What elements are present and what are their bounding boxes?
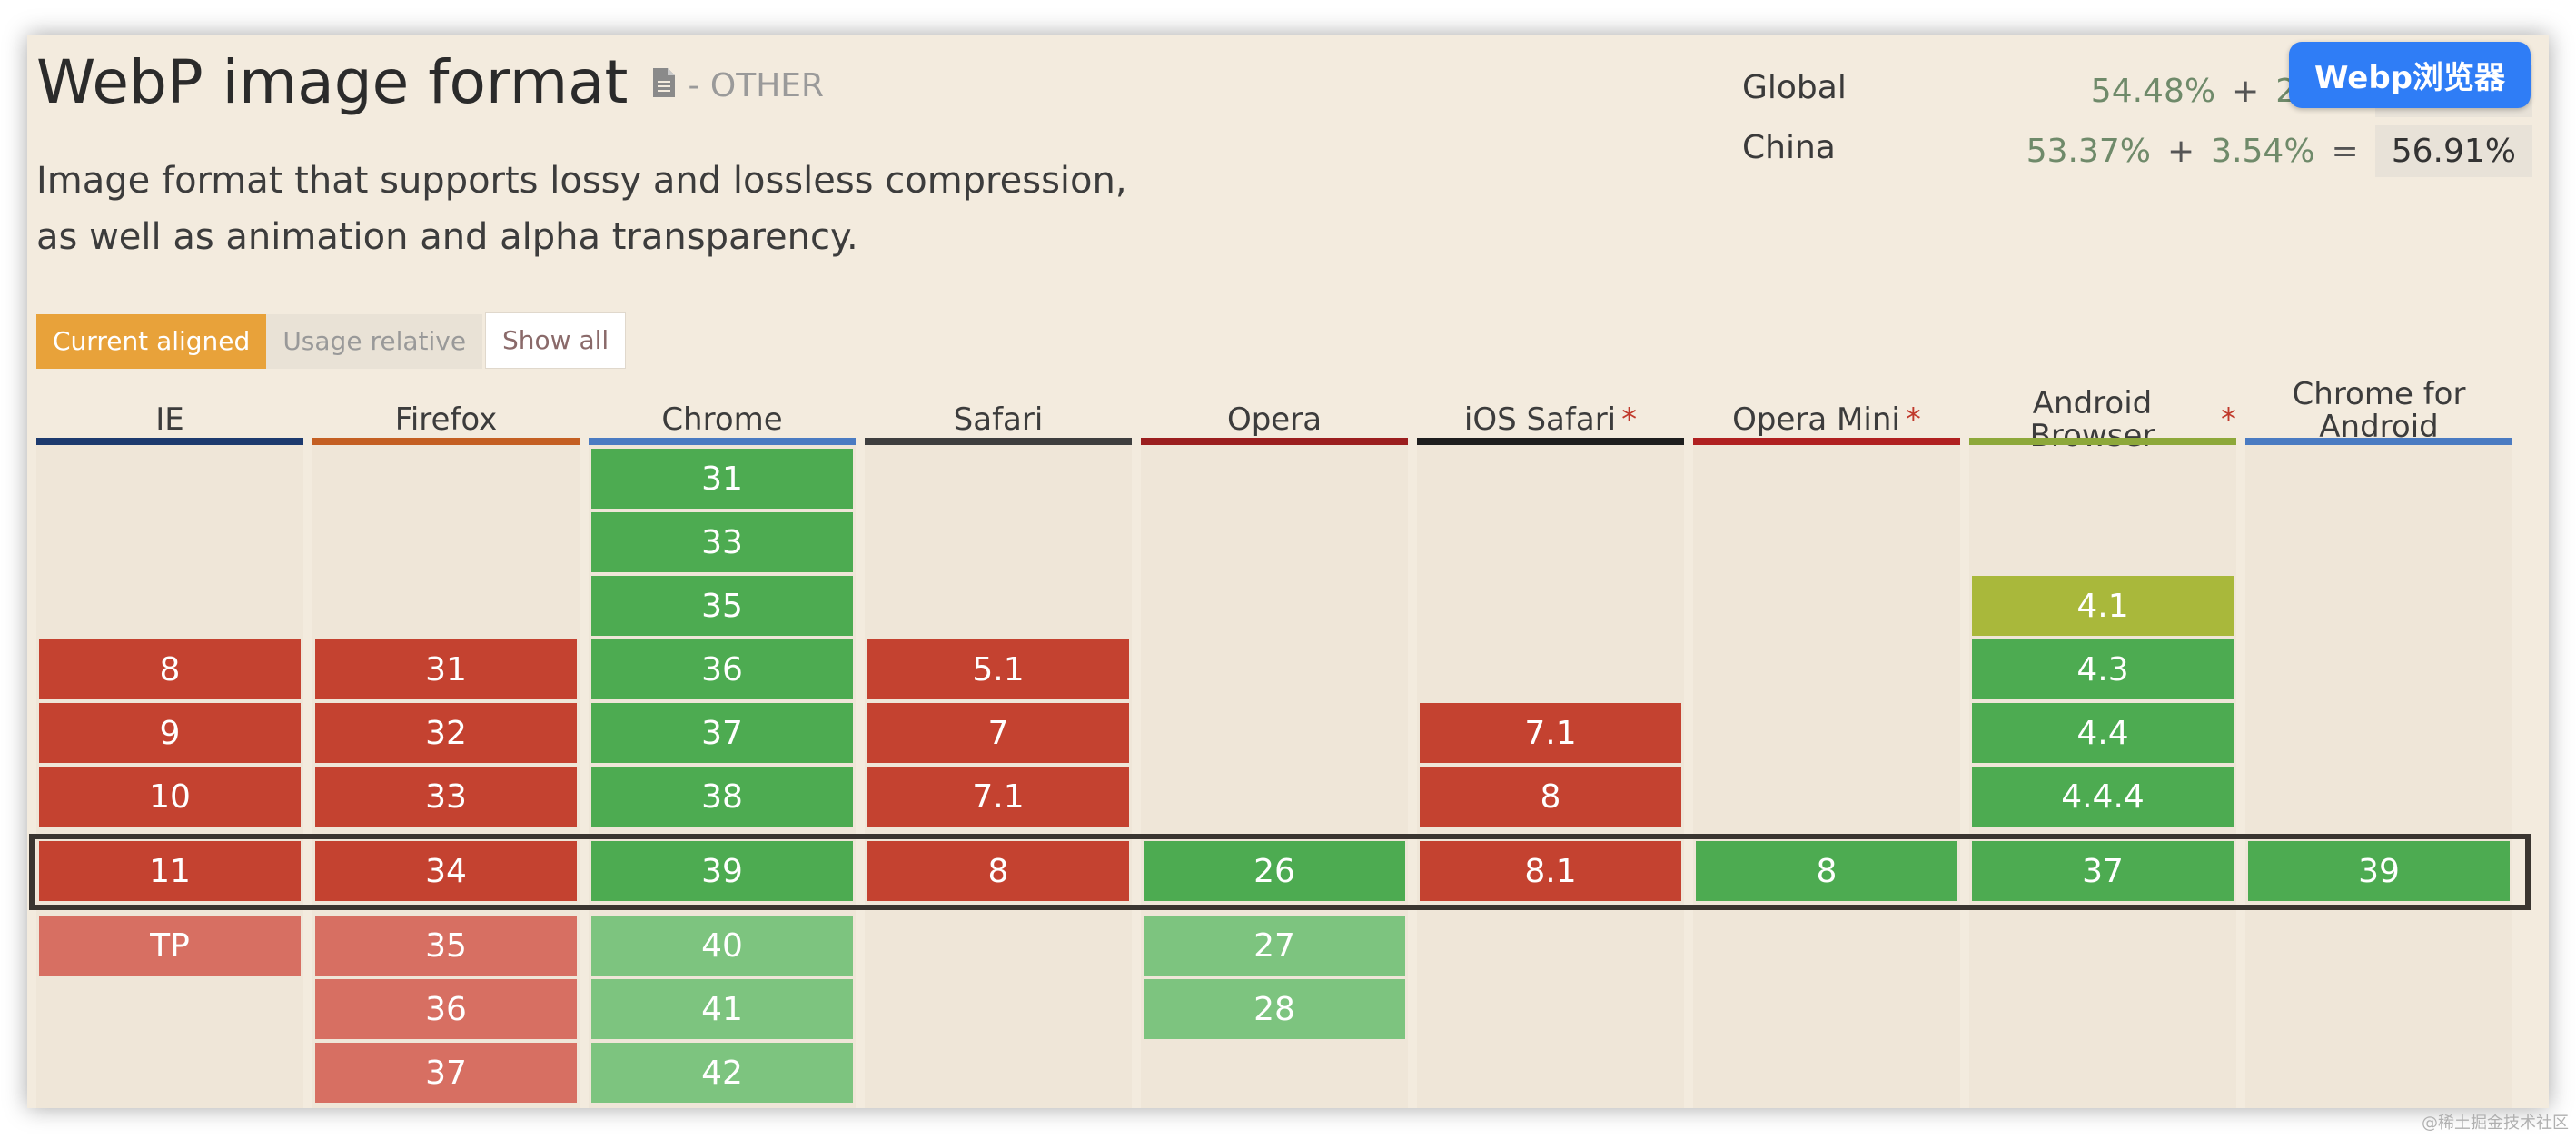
- usage-china-supported: 53.37%: [2026, 133, 2151, 170]
- version-cell-safari[interactable]: 5.1: [867, 639, 1129, 699]
- version-cell-firefox[interactable]: 35: [315, 916, 577, 976]
- version-cell-chrome[interactable]: 39: [591, 841, 853, 901]
- feature-category[interactable]: - OTHER: [688, 67, 825, 104]
- document-icon[interactable]: [651, 66, 677, 99]
- column-chrome-for-android: [2245, 445, 2512, 1108]
- browser-name: Opera Mini: [1732, 401, 1900, 438]
- version-cell-ie[interactable]: 11: [39, 841, 301, 901]
- page-title: WebP image format - OTHER: [36, 47, 824, 117]
- usage-global-plus: +: [2232, 73, 2260, 110]
- browser-name: Chrome for Android: [2292, 376, 2466, 445]
- version-cell-chrome[interactable]: 40: [591, 916, 853, 976]
- usage-relative-button[interactable]: Usage relative: [266, 314, 483, 369]
- feature-description: Image format that supports lossy and los…: [36, 160, 1127, 258]
- browser-name: Chrome: [661, 401, 783, 438]
- feature-title: WebP image format: [36, 47, 629, 117]
- version-cell-opera-mini[interactable]: 8: [1696, 841, 1957, 901]
- browser-header-chrome-for-android[interactable]: Chrome for Android: [2245, 374, 2512, 447]
- browser-color-bar-firefox: [312, 438, 580, 445]
- version-cell-android-browser[interactable]: 37: [1972, 841, 2234, 901]
- browser-name: Firefox: [394, 401, 498, 438]
- version-cell-ie[interactable]: TP: [39, 916, 301, 976]
- browser-color-bar-chrome: [589, 438, 856, 445]
- version-cell-firefox[interactable]: 34: [315, 841, 577, 901]
- usage-china-values: 53.37% + 3.54% = 56.91%: [2026, 125, 2532, 177]
- browser-name: Opera: [1226, 401, 1323, 438]
- usage-global-supported: 54.48%: [2090, 73, 2216, 110]
- version-cell-firefox[interactable]: 33: [315, 767, 577, 827]
- caniuse-feature-panel: WebP image format - OTHER Image format t…: [27, 35, 2549, 1108]
- usage-global-label: Global: [1742, 69, 1847, 106]
- version-cell-opera[interactable]: 28: [1144, 979, 1405, 1039]
- usage-china: China 53.37% + 3.54% = 56.91%: [1742, 120, 2541, 180]
- version-cell-chrome[interactable]: 41: [591, 979, 853, 1039]
- browser-color-bar-ie: [36, 438, 303, 445]
- browser-color-bar-safari: [865, 438, 1132, 445]
- version-cell-android-browser[interactable]: 4.1: [1972, 576, 2234, 636]
- version-cell-chrome[interactable]: 37: [591, 703, 853, 763]
- browser-name: Android Browser: [2029, 385, 2155, 454]
- browser-header-opera[interactable]: Opera: [1141, 383, 1408, 456]
- version-cell-ios-safari[interactable]: 7.1: [1420, 703, 1681, 763]
- browser-header-ios-safari[interactable]: iOS Safari *: [1417, 383, 1684, 456]
- browser-note-asterisk[interactable]: *: [1905, 401, 1921, 438]
- version-cell-firefox[interactable]: 32: [315, 703, 577, 763]
- version-cell-android-browser[interactable]: 4.3: [1972, 639, 2234, 699]
- version-cell-safari[interactable]: 8: [867, 841, 1129, 901]
- version-cell-chrome[interactable]: 42: [591, 1043, 853, 1103]
- webp-browser-badge: Webp浏览器: [2288, 42, 2531, 108]
- version-cell-chrome[interactable]: 33: [591, 512, 853, 572]
- current-version-row: [29, 834, 2531, 910]
- usage-china-label: China: [1742, 129, 1836, 166]
- version-cell-ios-safari[interactable]: 8.1: [1420, 841, 1681, 901]
- browser-color-bar-opera: [1141, 438, 1408, 445]
- browser-name: Safari: [953, 401, 1044, 438]
- version-cell-android-browser[interactable]: 4.4.4: [1972, 767, 2234, 827]
- browser-name: iOS Safari: [1463, 401, 1617, 438]
- current-aligned-button[interactable]: Current aligned: [36, 314, 267, 369]
- version-cell-safari[interactable]: 7: [867, 703, 1129, 763]
- version-cell-chrome[interactable]: 35: [591, 576, 853, 636]
- version-cell-firefox[interactable]: 31: [315, 639, 577, 699]
- usage-china-total: 56.91%: [2374, 125, 2532, 177]
- version-cell-ie[interactable]: 8: [39, 639, 301, 699]
- version-cell-chrome[interactable]: 36: [591, 639, 853, 699]
- browser-color-bar-ios-safari: [1417, 438, 1684, 445]
- watermark: @稀土掘金技术社区: [2422, 1114, 2569, 1133]
- version-cell-opera[interactable]: 26: [1144, 841, 1405, 901]
- view-toggle: Current aligned Usage relative: [36, 314, 483, 369]
- usage-china-partial: 3.54%: [2211, 133, 2315, 170]
- browser-note-asterisk[interactable]: *: [2221, 401, 2236, 438]
- version-cell-opera[interactable]: 27: [1144, 916, 1405, 976]
- version-cell-ie[interactable]: 9: [39, 703, 301, 763]
- browser-header-firefox[interactable]: Firefox: [312, 383, 580, 456]
- browser-header-opera-mini[interactable]: Opera Mini *: [1693, 383, 1960, 456]
- browser-name: IE: [155, 401, 184, 438]
- show-all-button[interactable]: Show all: [485, 312, 627, 369]
- browser-header-safari[interactable]: Safari: [865, 383, 1132, 456]
- version-cell-firefox[interactable]: 36: [315, 979, 577, 1039]
- browser-header-ie[interactable]: IE: [36, 383, 303, 456]
- usage-china-plus: +: [2167, 133, 2195, 170]
- version-cell-safari[interactable]: 7.1: [867, 767, 1129, 827]
- version-cell-android-browser[interactable]: 4.4: [1972, 703, 2234, 763]
- usage-china-equals: =: [2331, 133, 2359, 170]
- browser-note-asterisk[interactable]: *: [1621, 401, 1638, 438]
- version-cell-chrome-for-android[interactable]: 39: [2248, 841, 2510, 901]
- version-cell-ie[interactable]: 10: [39, 767, 301, 827]
- version-cell-chrome[interactable]: 38: [591, 767, 853, 827]
- column-opera-mini: [1693, 445, 1960, 1108]
- browser-header-chrome[interactable]: Chrome: [589, 383, 856, 456]
- browser-color-bar-opera-mini: [1693, 438, 1960, 445]
- version-cell-firefox[interactable]: 37: [315, 1043, 577, 1103]
- browser-header-android-browser[interactable]: Android Browser *: [1969, 383, 2236, 456]
- browser-color-bar-chrome-for-android: [2245, 438, 2512, 445]
- version-cell-chrome[interactable]: 31: [591, 449, 853, 509]
- browser-color-bar-android-browser: [1969, 438, 2236, 445]
- version-cell-ios-safari[interactable]: 8: [1420, 767, 1681, 827]
